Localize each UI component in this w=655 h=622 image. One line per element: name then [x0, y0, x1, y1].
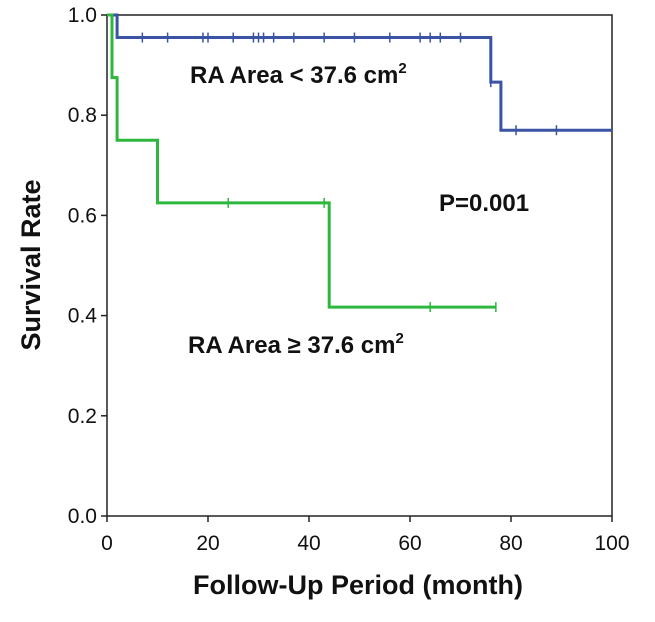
label-ra-area-high-main: RA Area ≥ 37.6 cm: [188, 332, 396, 359]
y-tick-label: 0.2: [68, 405, 97, 428]
x-tick-label: 40: [297, 532, 320, 555]
y-tick-label: 1.0: [68, 4, 97, 27]
y-axis: 0.0 0.2 0.4 0.6 0.8 1.0: [68, 4, 107, 528]
label-ra-area-high: RA Area ≥ 37.6 cm2: [188, 330, 404, 359]
y-tick-label: 0.6: [68, 204, 97, 227]
y-tick-label: 0.4: [68, 305, 98, 328]
x-tick-label: 60: [398, 532, 421, 555]
y-tick-label: 0.0: [68, 505, 97, 528]
series-line-ra-area-low: [107, 13, 612, 132]
plot-frame: [106, 14, 613, 517]
y-tick-label: 0.8: [68, 104, 97, 127]
label-ra-area-high-sup: 2: [396, 330, 404, 347]
label-ra-area-low-main: RA Area < 37.6 cm: [190, 62, 398, 89]
x-tick-label: 80: [499, 532, 522, 555]
x-axis-title: Follow-Up Period (month): [193, 570, 523, 600]
series-layer: [107, 13, 612, 313]
x-tick-label: 0: [101, 532, 113, 555]
label-ra-area-low-sup: 2: [398, 60, 406, 77]
y-axis-title: Survival Rate: [16, 179, 46, 350]
series-line-ra-area-high: [107, 13, 496, 309]
x-tick-label: 20: [196, 532, 219, 555]
label-ra-area-low: RA Area < 37.6 cm2: [190, 60, 407, 89]
p-value-label: P=0.001: [439, 190, 529, 217]
x-tick-label: 100: [594, 532, 629, 555]
x-axis: 0 20 40 60 80 100: [101, 516, 630, 555]
